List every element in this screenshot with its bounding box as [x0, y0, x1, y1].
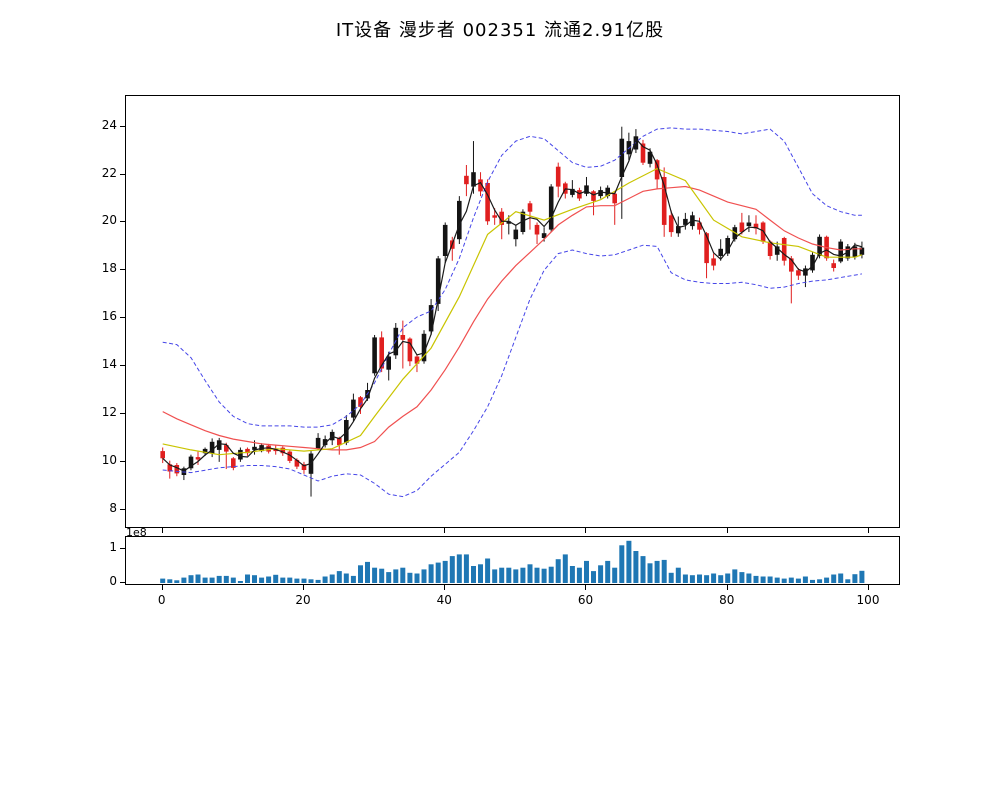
volume-chart	[160, 540, 865, 583]
x-tick-label: 0	[157, 593, 166, 607]
price-tick-label: 18	[101, 261, 117, 276]
price-tick-mark	[120, 412, 125, 414]
x-tick-mark	[726, 528, 728, 533]
x-tick-mark	[302, 585, 304, 590]
x-tick-mark	[302, 528, 304, 533]
x-tick-label: 40	[436, 593, 452, 607]
price-tick-mark	[120, 508, 125, 510]
price-tick-label: 24	[101, 117, 117, 132]
x-tick-mark	[585, 585, 587, 590]
volume-tick-label: 0	[109, 574, 117, 588]
x-tick-label: 80	[719, 593, 735, 607]
x-tick-mark	[444, 585, 446, 590]
volume-panel	[125, 536, 900, 585]
x-tick-mark	[585, 528, 587, 533]
price-tick-mark	[120, 317, 125, 319]
x-tick-mark	[444, 528, 446, 533]
price-tick-label: 8	[109, 500, 117, 515]
chart-title: IT设备 漫步者 002351 流通2.91亿股	[335, 20, 665, 41]
x-tick-mark	[868, 528, 869, 533]
x-tick-mark	[161, 528, 163, 533]
x-tick-mark	[161, 585, 163, 590]
price-tick-label: 12	[101, 404, 117, 419]
x-tick-label: 60	[577, 593, 594, 607]
price-panel	[125, 95, 900, 528]
price-tick-mark	[120, 269, 125, 271]
x-tick-mark	[868, 585, 869, 590]
price-tick-label: 10	[101, 452, 117, 467]
x-tick-mark	[726, 585, 728, 590]
price-tick-mark	[120, 173, 125, 175]
volume-tick-mark	[120, 582, 125, 583]
x-tick-label: 20	[295, 593, 311, 607]
price-tick-mark	[120, 221, 125, 223]
price-tick-mark	[120, 365, 125, 367]
price-tick-label: 14	[101, 357, 117, 372]
price-tick-label: 22	[101, 165, 117, 180]
price-tick-mark	[120, 460, 125, 462]
candlestick-chart	[160, 126, 865, 498]
price-tick-label: 20	[101, 213, 117, 228]
x-tick-label: 100	[856, 593, 880, 607]
price-tick-label: 16	[101, 309, 117, 324]
volume-tick-label: 1	[109, 540, 117, 554]
volume-tick-mark	[120, 548, 125, 549]
price-tick-mark	[120, 125, 125, 127]
volume-scale-label: 1e8	[126, 526, 147, 539]
